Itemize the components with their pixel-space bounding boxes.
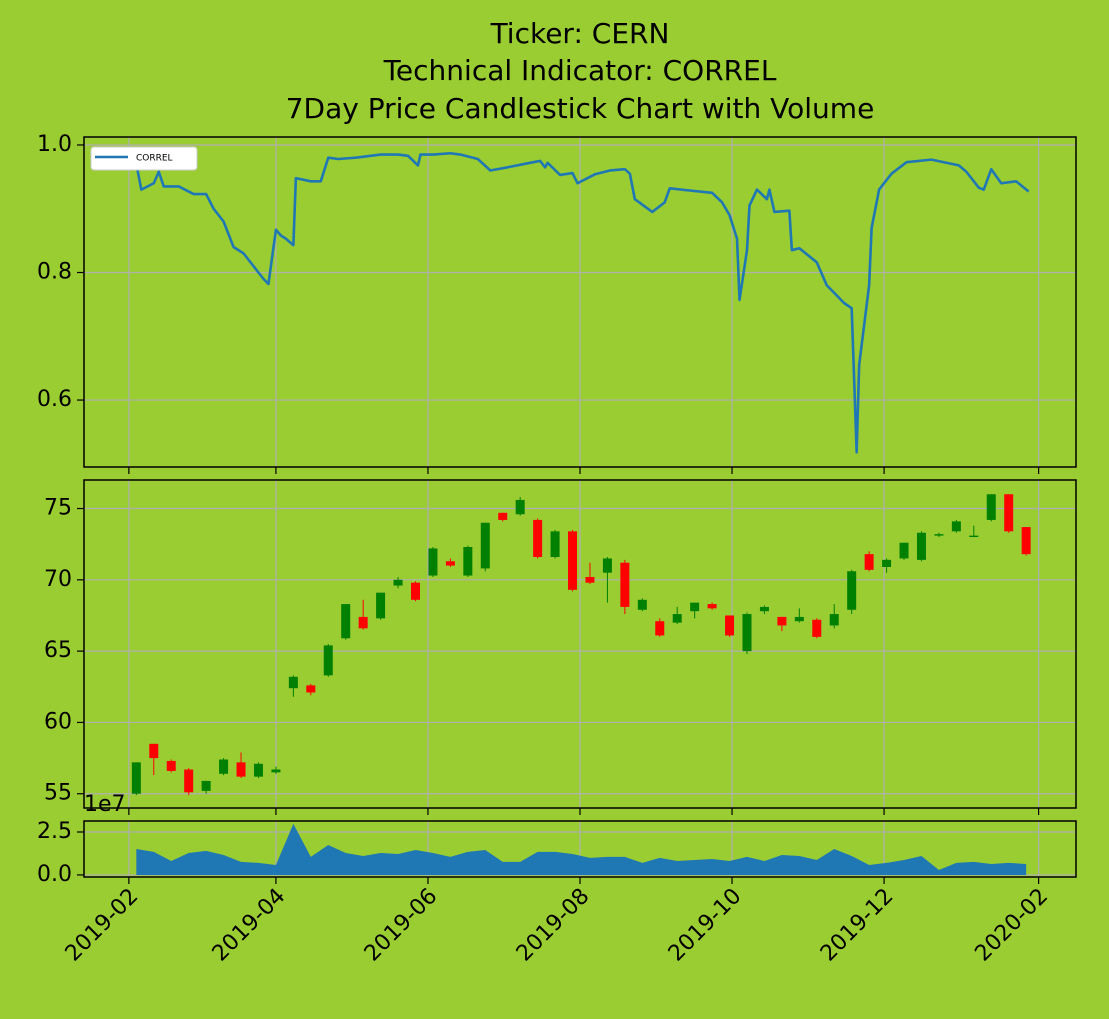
legend-box — [90, 146, 198, 171]
candle-body — [271, 769, 281, 773]
candle-body — [288, 676, 298, 689]
candle-body — [463, 547, 473, 576]
chart-title: Technical Indicator: CORREL — [383, 54, 777, 87]
candle-body — [986, 494, 996, 520]
candle-body — [323, 645, 333, 676]
candle-body — [690, 602, 700, 612]
candle-body — [358, 616, 368, 629]
candle-body — [655, 621, 665, 636]
legend-label: CORREL — [136, 154, 173, 164]
candle-body — [219, 759, 229, 774]
candle-body — [777, 616, 787, 626]
chart-title: Ticker: CERN — [490, 17, 670, 50]
candle-body — [829, 614, 839, 626]
x-tick-label: 2019-08 — [512, 884, 595, 967]
candle-body — [1021, 527, 1031, 555]
candle-body — [969, 535, 979, 538]
candle-body — [445, 561, 455, 566]
candle-body — [533, 519, 543, 558]
candle-body — [899, 542, 909, 559]
candle-body — [847, 571, 857, 610]
y-tick-label: 1.0 — [37, 132, 72, 157]
area-series — [136, 823, 1027, 875]
candle-body — [236, 762, 246, 777]
candle-body — [725, 615, 735, 636]
axis-offset-label: 1e7 — [84, 792, 126, 817]
candle-body — [131, 762, 141, 794]
candle-body — [166, 760, 176, 771]
candle-body — [916, 532, 926, 560]
candle-body — [410, 582, 420, 600]
candle-body — [149, 743, 159, 759]
candle-body — [672, 614, 682, 623]
x-tick-label: 2020-02 — [970, 884, 1053, 967]
candle-body — [934, 534, 944, 536]
candle-body — [376, 592, 386, 619]
candle-body — [550, 531, 560, 558]
panel-frame — [83, 820, 1077, 878]
x-tick-label: 2019-04 — [208, 884, 291, 967]
candle-body — [515, 499, 525, 515]
candle-body — [184, 769, 194, 793]
panel-frame — [83, 479, 1077, 809]
candle-body — [864, 554, 874, 570]
x-tick-label: 2019-12 — [816, 884, 899, 967]
y-tick-label: 0.6 — [37, 387, 72, 412]
candle-body — [812, 619, 822, 637]
y-tick-label: 2.5 — [37, 819, 72, 844]
y-tick-label: 0.8 — [37, 260, 72, 285]
candle-body — [707, 604, 717, 609]
y-tick-label: 0.0 — [37, 862, 72, 887]
candle-body — [882, 559, 892, 567]
panel-frame — [83, 136, 1077, 468]
x-tick-label: 2019-06 — [360, 884, 443, 967]
y-tick-label: 75 — [44, 496, 72, 521]
candle-body — [602, 558, 612, 573]
candle-body — [341, 604, 351, 639]
candle-body — [253, 763, 263, 777]
y-tick-label: 55 — [44, 781, 72, 806]
candle-body — [620, 562, 630, 607]
candle-body — [951, 521, 961, 532]
chart-title: 7Day Price Candlestick Chart with Volume — [286, 92, 875, 125]
x-tick-label: 2019-10 — [664, 884, 747, 967]
candle-body — [742, 614, 752, 652]
candle-body — [794, 616, 804, 622]
candle-body — [428, 548, 438, 576]
y-tick-label: 65 — [44, 638, 72, 663]
candle-body — [480, 522, 490, 569]
candle-body — [393, 579, 403, 586]
y-tick-label: 60 — [44, 709, 72, 734]
candle-body — [759, 606, 769, 612]
x-tick-label: 2019-02 — [61, 884, 144, 967]
candle-body — [498, 512, 508, 520]
y-tick-label: 70 — [44, 567, 72, 592]
candle-body — [201, 780, 211, 791]
candle-body — [1004, 494, 1014, 532]
candle-body — [585, 576, 595, 583]
candle-body — [568, 531, 578, 590]
candle-body — [637, 599, 647, 610]
candle-body — [306, 685, 316, 693]
line-series — [135, 151, 1030, 454]
